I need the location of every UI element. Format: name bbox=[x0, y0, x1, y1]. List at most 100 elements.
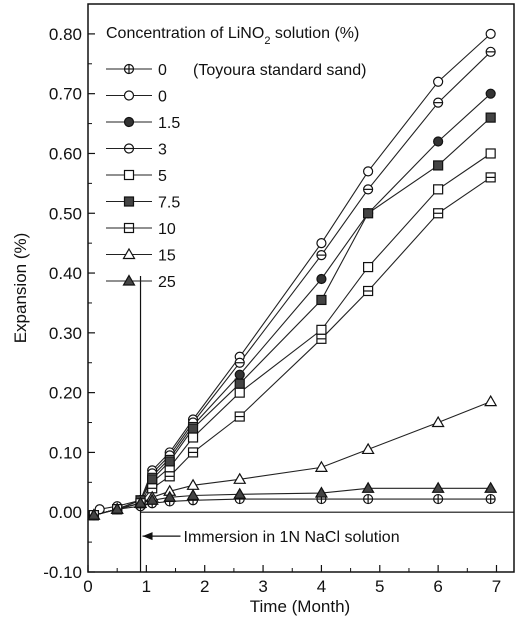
series-layer bbox=[87, 28, 498, 521]
data-point-s8-9 bbox=[431, 481, 445, 493]
data-point-s5-4 bbox=[164, 456, 175, 467]
y-axis-title: Expansion (%) bbox=[11, 233, 30, 344]
data-point-s5-6 bbox=[234, 378, 245, 389]
immersion-annotation: Immersion in 1N NaCl solution bbox=[184, 529, 400, 546]
x-tick-label: 4 bbox=[317, 577, 326, 596]
data-point-s0-10 bbox=[485, 493, 496, 505]
data-point-s4-7 bbox=[316, 324, 327, 335]
data-point-s8-7 bbox=[314, 486, 328, 498]
data-point-s8-2 bbox=[133, 496, 148, 508]
series-line-2 bbox=[93, 93, 492, 516]
data-point-s1-9 bbox=[363, 166, 374, 177]
legend-note: (Toyoura standard sand) bbox=[193, 62, 366, 79]
y-tick-label: 0.80 bbox=[49, 25, 82, 44]
data-point-s8-4 bbox=[163, 490, 177, 502]
data-point-s1-8 bbox=[316, 238, 327, 249]
data-point-s5-7 bbox=[316, 294, 327, 306]
x-tick-label: 1 bbox=[142, 577, 151, 596]
y-tick-label: 0.70 bbox=[49, 85, 82, 104]
legend-item: 5 bbox=[106, 168, 167, 185]
data-point-s4-6 bbox=[234, 387, 245, 398]
data-point-s7-6 bbox=[233, 472, 247, 484]
data-point-s5-8 bbox=[363, 208, 374, 219]
immersion-arrowhead bbox=[142, 532, 153, 541]
data-point-s2-9 bbox=[433, 136, 444, 147]
legend-marker bbox=[123, 116, 135, 128]
data-point-s3-9 bbox=[433, 97, 444, 108]
legend-label: 15 bbox=[158, 248, 176, 265]
series-line-5 bbox=[93, 117, 492, 516]
data-point-s6-9 bbox=[433, 208, 444, 219]
legend-label: 0 bbox=[158, 62, 167, 79]
x-tick-label: 0 bbox=[83, 577, 92, 596]
data-point-s4-9 bbox=[433, 184, 444, 195]
data-point-s2-6 bbox=[234, 369, 245, 380]
data-point-s7-7 bbox=[314, 460, 328, 472]
data-point-s6-8 bbox=[363, 285, 374, 297]
data-point-s5-3 bbox=[147, 474, 158, 485]
x-axis-title: Time (Month) bbox=[250, 597, 350, 616]
y-tick-label: 0.30 bbox=[49, 324, 82, 343]
y-tick-label: 0.50 bbox=[49, 204, 82, 223]
data-point-s5-9 bbox=[433, 160, 444, 171]
annotation-layer: Immersion in 1N NaCl solution bbox=[139, 276, 400, 572]
data-point-s6-4 bbox=[164, 471, 175, 482]
legend-title: Concentration of LiNO2 solution (%) bbox=[106, 25, 359, 47]
data-point-s8-1 bbox=[110, 502, 124, 514]
legend-item: 0 bbox=[106, 89, 167, 106]
series-line-6 bbox=[93, 176, 492, 516]
x-tick-label: 2 bbox=[200, 577, 209, 596]
legend-title-suffix: solution (%) bbox=[270, 25, 359, 42]
data-point-s3-7 bbox=[316, 250, 327, 261]
legend-title-main: Concentration of LiNO bbox=[106, 25, 264, 42]
data-point-s6-6 bbox=[234, 411, 245, 422]
legend-marker bbox=[123, 90, 135, 101]
data-point-s8-10 bbox=[484, 481, 498, 493]
data-point-s2-7 bbox=[316, 273, 327, 285]
data-point-s8-0 bbox=[87, 508, 101, 520]
legend-marker bbox=[123, 143, 135, 154]
x-tick-label: 7 bbox=[492, 577, 501, 596]
data-point-s8-6 bbox=[233, 487, 247, 499]
legend-label: 5 bbox=[158, 168, 167, 185]
y-tick-label: -0.10 bbox=[43, 563, 82, 582]
data-point-s1-10 bbox=[433, 76, 444, 87]
legend-item: 1.5 bbox=[106, 115, 180, 132]
data-point-s1-11 bbox=[485, 28, 496, 39]
series-line-4 bbox=[93, 153, 492, 516]
legend-title-subscript: 2 bbox=[264, 35, 270, 47]
legend-label: 25 bbox=[158, 274, 176, 291]
series-line-1 bbox=[93, 33, 492, 516]
data-point-s3-6 bbox=[234, 357, 245, 368]
data-point-s6-7 bbox=[316, 333, 327, 344]
data-point-s7-9 bbox=[431, 415, 445, 428]
data-point-s6-10 bbox=[485, 172, 496, 183]
data-point-s3-8 bbox=[363, 184, 374, 195]
legend-label: 0 bbox=[158, 89, 167, 106]
x-tick-label: 5 bbox=[375, 577, 384, 596]
legend-label: 1.5 bbox=[158, 115, 180, 132]
data-point-s8-5 bbox=[186, 488, 200, 501]
y-tick-label: 0.10 bbox=[49, 443, 82, 462]
legend-marker bbox=[123, 63, 135, 75]
x-tick-label: 6 bbox=[433, 577, 442, 596]
data-point-s0-8 bbox=[363, 493, 374, 505]
legend-marker bbox=[122, 274, 136, 286]
data-point-s4-8 bbox=[363, 261, 374, 273]
data-point-s7-8 bbox=[361, 442, 375, 455]
data-point-s3-10 bbox=[485, 46, 496, 57]
legend-item: 7.5 bbox=[106, 195, 180, 212]
legend-item: 3 bbox=[106, 142, 167, 159]
y-tick-label: 0.20 bbox=[49, 384, 82, 403]
legend: Concentration of LiNO2 solution (%) 0 (Toy… bbox=[106, 25, 366, 291]
y-axis: -0.10 0.00 0.10 0.20 0.30 0.40 0.50 0.60 0.70 0.8… bbox=[43, 3, 95, 582]
data-point-s5-10 bbox=[485, 112, 496, 123]
x-axis: 0 1 2 3 4 5 6 7 bbox=[83, 565, 501, 596]
legend-marker bbox=[122, 247, 136, 260]
legend-label: 3 bbox=[158, 142, 167, 159]
data-point-s8-3 bbox=[145, 493, 159, 505]
legend-marker bbox=[123, 196, 135, 207]
legend-item: 0 (Toyoura standard sand) bbox=[106, 62, 366, 79]
data-point-s2-10 bbox=[485, 88, 496, 99]
